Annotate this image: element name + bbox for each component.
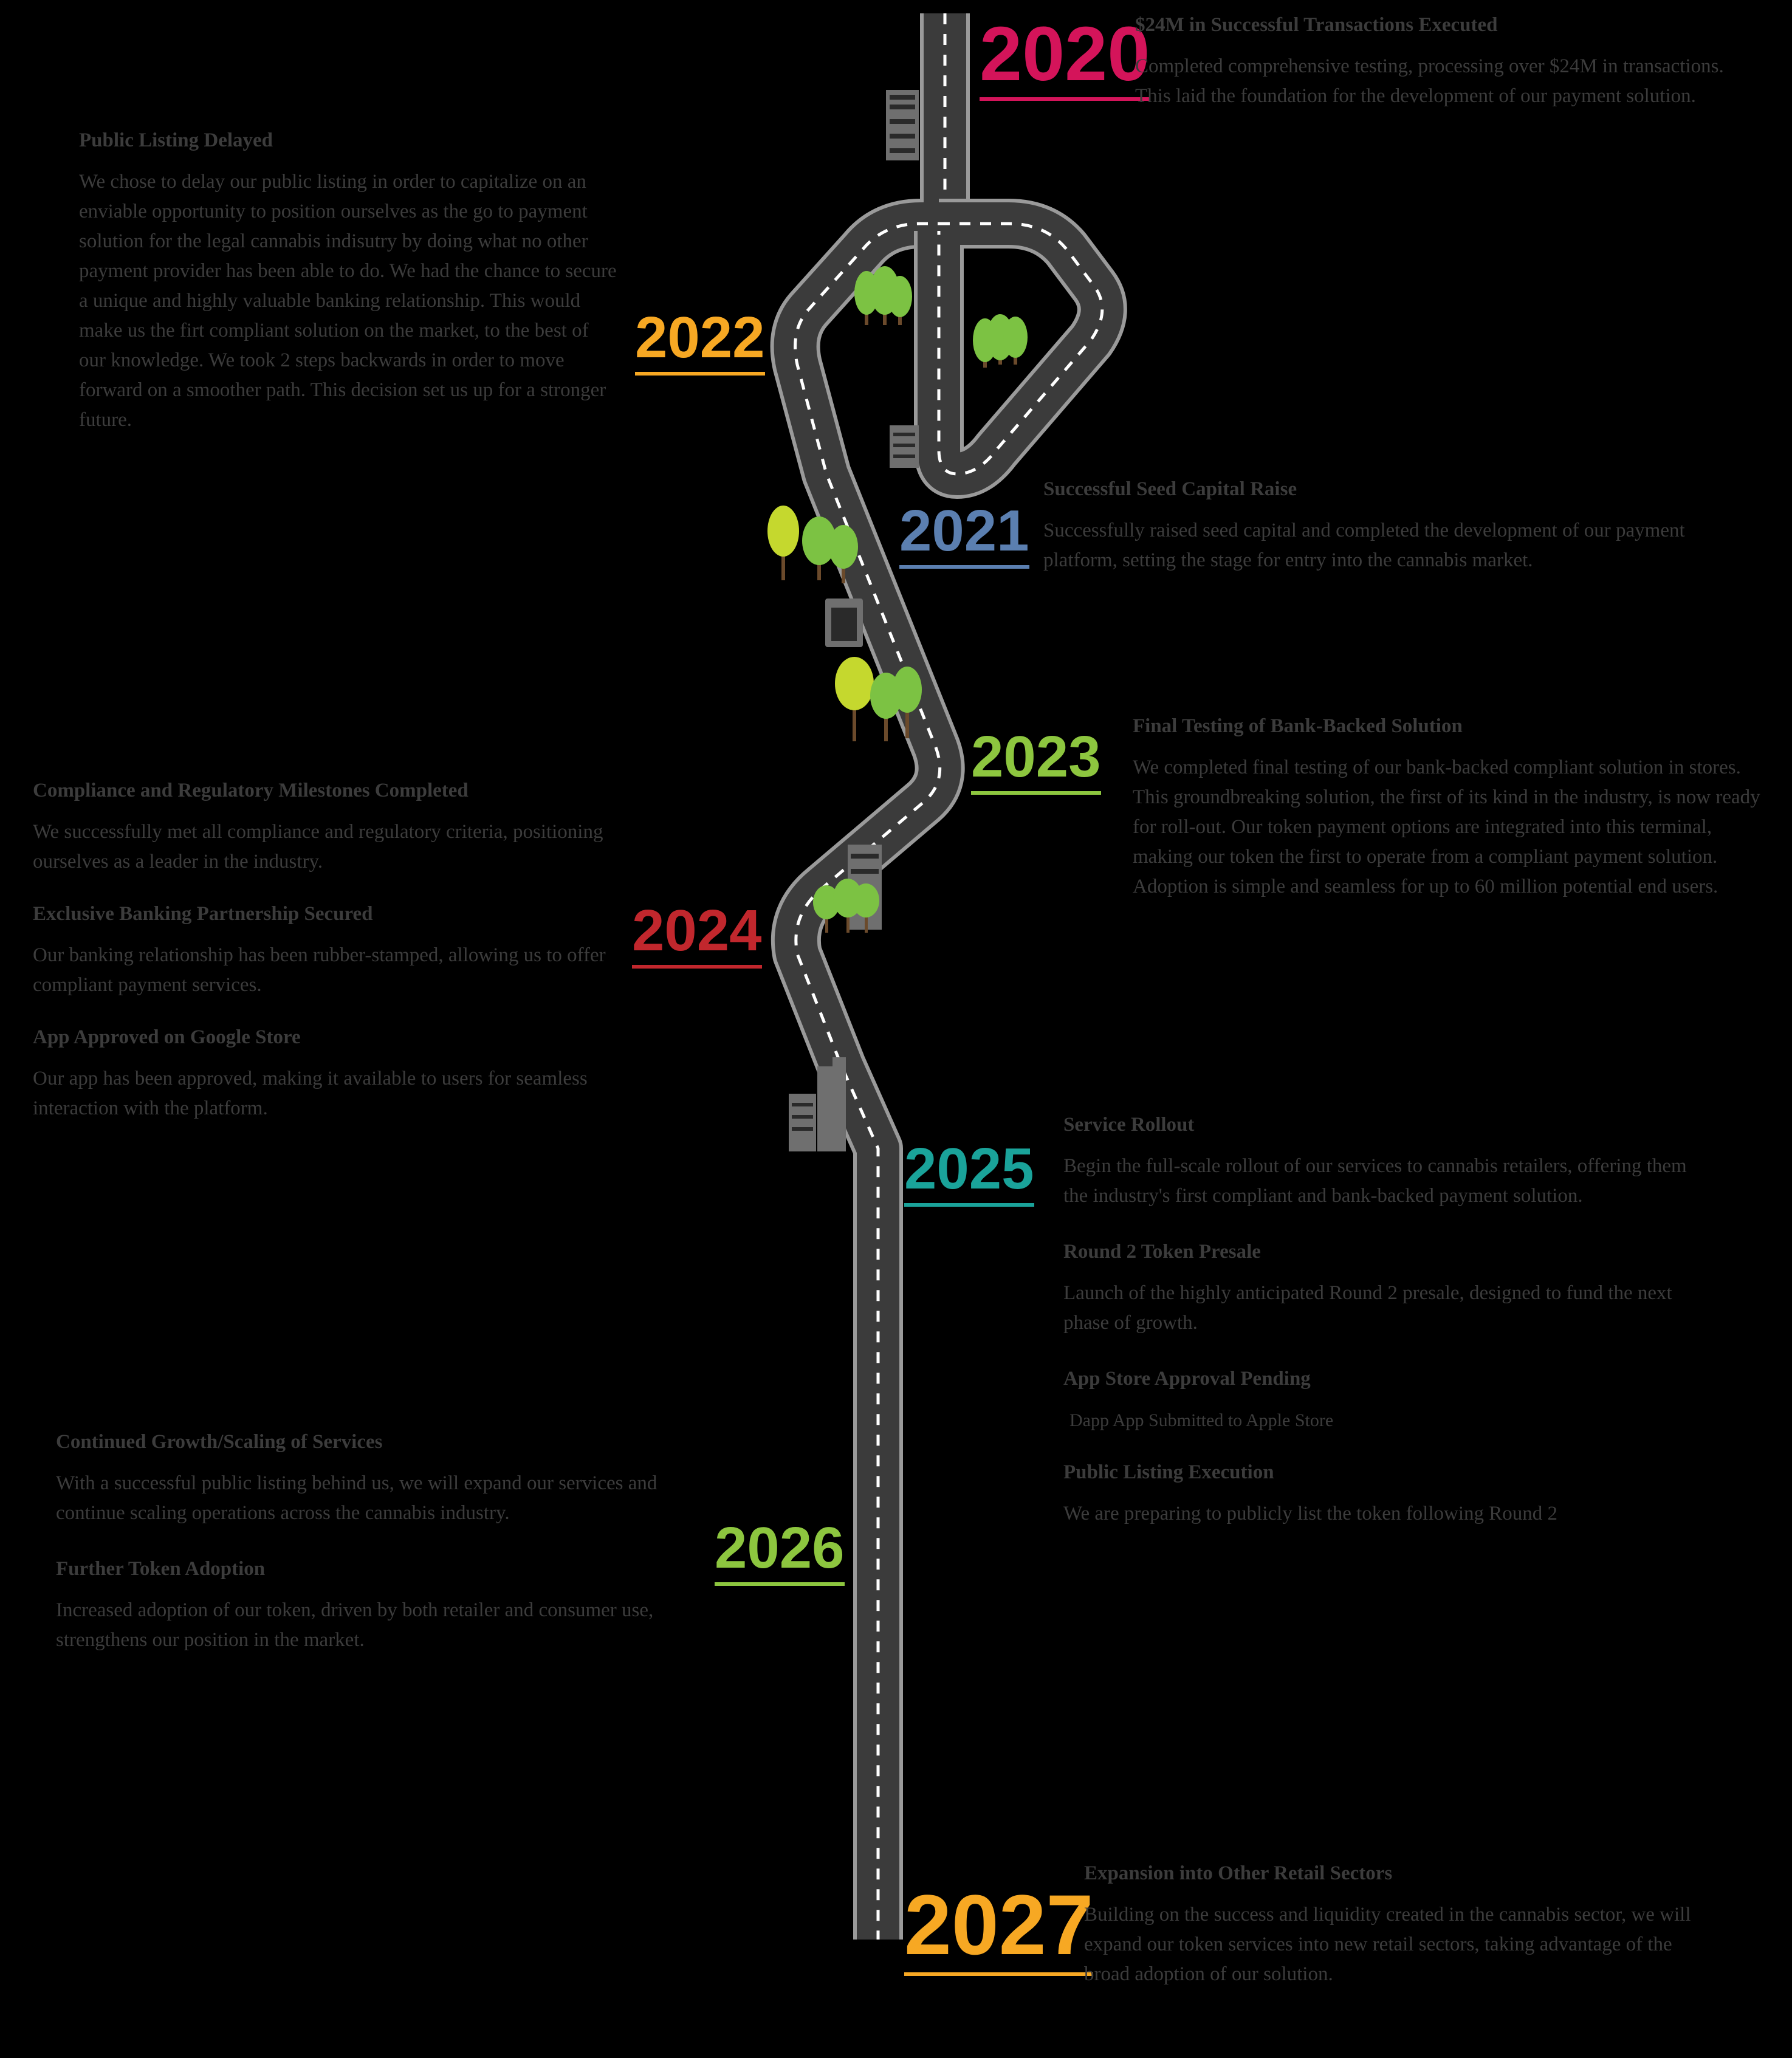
- year-label-2024: 2024: [632, 902, 762, 969]
- tree-cluster-icon: [973, 314, 1028, 368]
- building-icon: [825, 599, 863, 647]
- milestone-2021-block: Successful Seed Capital Raise Successful…: [1043, 476, 1718, 575]
- milestone-heading: Round 2 Token Presale: [1063, 1240, 1261, 1263]
- milestone-text: We are preparing to publicly list the to…: [1063, 1502, 1558, 1525]
- milestone-heading: Exclusive Banking Partnership Secured: [33, 902, 373, 925]
- year-label-2023: 2023: [971, 728, 1101, 795]
- building-icon: [789, 1057, 846, 1151]
- milestone-text: Our banking relationship has been rubber…: [33, 944, 606, 996]
- milestone-text: Our app has been approved, making it ava…: [33, 1067, 588, 1119]
- milestone-item: App Approved on Google Store Our app has…: [33, 1024, 640, 1123]
- milestone-item: $24M in Successful Transactions Executed…: [1135, 12, 1731, 111]
- year-label-2026: 2026: [715, 1519, 845, 1586]
- milestone-2026-block: Continued Growth/Scaling of Services Wit…: [56, 1429, 670, 1655]
- milestone-heading: Successful Seed Capital Raise: [1043, 478, 1297, 500]
- milestone-text: Building on the success and liquidity cr…: [1084, 1903, 1691, 1985]
- milestone-heading: Public Listing Execution: [1063, 1461, 1274, 1483]
- year-label-2021: 2021: [899, 502, 1029, 569]
- milestone-2027-block: Expansion into Other Retail Sectors Buil…: [1084, 1861, 1692, 1989]
- tree-cluster-icon: [854, 266, 912, 325]
- year-label-2025: 2025: [904, 1140, 1034, 1207]
- milestone-heading: App Store Approval Pending: [1063, 1367, 1311, 1390]
- milestone-heading: App Approved on Google Store: [33, 1026, 301, 1048]
- milestone-heading: Public Listing Delayed: [79, 129, 273, 151]
- milestone-text: Dapp App Submitted to Apple Store: [1069, 1410, 1334, 1430]
- milestone-2025-block: Service Rollout Begin the full-scale rol…: [1063, 1112, 1701, 1529]
- milestone-text: Successfully raised seed capital and com…: [1043, 519, 1685, 571]
- scenery: [767, 90, 1028, 1151]
- tree-cluster-icon: [835, 657, 922, 741]
- milestone-item: Compliance and Regulatory Milestones Com…: [33, 778, 640, 877]
- milestone-text: Launch of the highly anticipated Round 2…: [1063, 1281, 1672, 1334]
- milestone-item: Final Testing of Bank-Backed Solution We…: [1133, 713, 1774, 902]
- milestone-text: Increased adoption of our token, driven …: [56, 1599, 654, 1651]
- milestone-item: Continued Growth/Scaling of Services Wit…: [56, 1429, 670, 1528]
- milestone-text: We successfully met all compliance and r…: [33, 820, 603, 873]
- milestone-2020-block: $24M in Successful Transactions Executed…: [1135, 12, 1731, 111]
- milestone-item: Exclusive Banking Partnership Secured Ou…: [33, 901, 640, 1000]
- milestone-text: With a successful public listing behind …: [56, 1472, 657, 1524]
- milestone-item: Expansion into Other Retail Sectors Buil…: [1084, 1861, 1692, 1989]
- tree-cluster-icon: [813, 879, 879, 933]
- road: [770, 13, 1127, 1940]
- milestone-heading: $24M in Successful Transactions Executed: [1135, 14, 1498, 36]
- milestone-heading: Compliance and Regulatory Milestones Com…: [33, 780, 469, 801]
- building-icon: [886, 90, 919, 160]
- milestone-2022-block: Public Listing Delayed We chose to delay…: [79, 128, 620, 435]
- milestone-heading: Expansion into Other Retail Sectors: [1084, 1862, 1393, 1884]
- milestone-text: We chose to delay our public listing in …: [79, 170, 617, 431]
- milestone-item: Public Listing Delayed We chose to delay…: [79, 128, 620, 435]
- milestone-text: Completed comprehensive testing, process…: [1135, 55, 1724, 107]
- year-label-2022: 2022: [635, 309, 765, 376]
- year-label-2020: 2020: [980, 16, 1150, 101]
- milestone-text: We completed final testing of our bank-b…: [1133, 756, 1760, 897]
- road-loop-lane-markings: [937, 222, 1104, 476]
- milestone-item: Service Rollout Begin the full-scale rol…: [1063, 1112, 1701, 1211]
- milestone-item: Public Listing Execution We are preparin…: [1063, 1459, 1701, 1529]
- milestone-heading: Service Rollout: [1063, 1114, 1195, 1136]
- road-lane-markings: [794, 13, 947, 1940]
- milestone-item: App Store Approval Pending Dapp App Subm…: [1063, 1366, 1701, 1435]
- milestone-heading: Continued Growth/Scaling of Services: [56, 1431, 383, 1453]
- milestone-heading: Further Token Adoption: [56, 1557, 266, 1580]
- milestone-item: Further Token Adoption Increased adoptio…: [56, 1556, 670, 1655]
- building-icon: [890, 425, 919, 468]
- tree-cluster-icon: [767, 506, 858, 583]
- year-label-2027: 2027: [904, 1882, 1094, 1976]
- milestone-text: Begin the full-scale rollout of our serv…: [1063, 1154, 1687, 1207]
- milestone-2024-block: Compliance and Regulatory Milestones Com…: [33, 778, 640, 1123]
- milestone-2023-block: Final Testing of Bank-Backed Solution We…: [1133, 713, 1774, 902]
- milestone-heading: Final Testing of Bank-Backed Solution: [1133, 715, 1463, 737]
- milestone-item: Round 2 Token Presale Launch of the high…: [1063, 1239, 1701, 1338]
- milestone-item: Successful Seed Capital Raise Successful…: [1043, 476, 1718, 575]
